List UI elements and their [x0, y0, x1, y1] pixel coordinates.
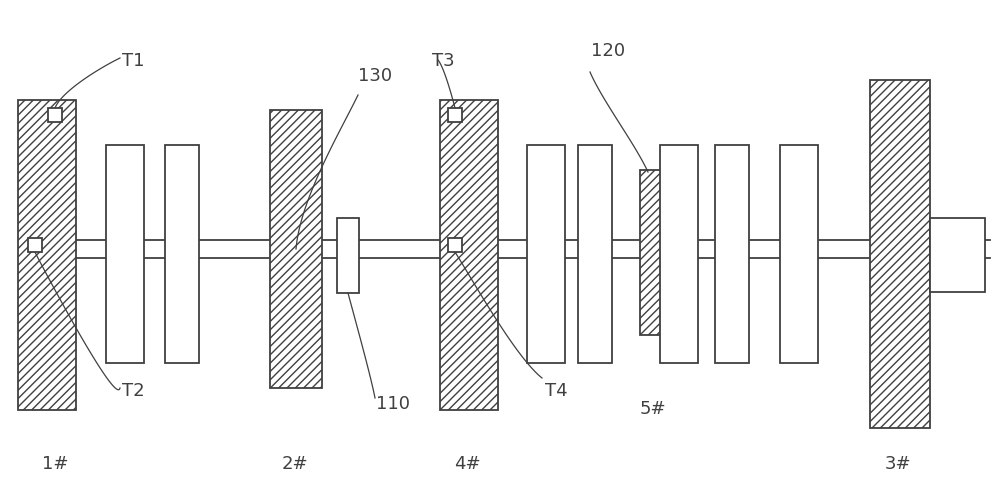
Bar	[337, 218, 359, 293]
Bar	[448, 108, 462, 122]
Bar	[106, 145, 144, 363]
Bar	[18, 100, 76, 410]
Bar	[527, 145, 565, 363]
Bar	[640, 170, 672, 335]
Bar	[870, 80, 930, 428]
Text: 130: 130	[358, 67, 392, 85]
Bar	[715, 145, 749, 363]
Bar	[28, 238, 42, 252]
Bar	[440, 100, 498, 410]
Bar	[270, 110, 322, 388]
Text: T1: T1	[122, 52, 144, 70]
Bar	[448, 238, 462, 252]
Bar	[48, 108, 62, 122]
Text: 1#: 1#	[42, 455, 68, 473]
Text: 110: 110	[376, 395, 410, 413]
Text: 120: 120	[591, 42, 625, 60]
Bar	[578, 145, 612, 363]
Text: 2#: 2#	[282, 455, 308, 473]
Text: T4: T4	[545, 382, 568, 400]
Text: 3#: 3#	[885, 455, 911, 473]
Text: T3: T3	[432, 52, 455, 70]
Bar	[780, 145, 818, 363]
Text: T2: T2	[122, 382, 145, 400]
Bar	[165, 145, 199, 363]
Bar	[660, 145, 698, 363]
Text: 5#: 5#	[640, 400, 666, 418]
Text: 4#: 4#	[454, 455, 480, 473]
Bar	[930, 218, 985, 292]
